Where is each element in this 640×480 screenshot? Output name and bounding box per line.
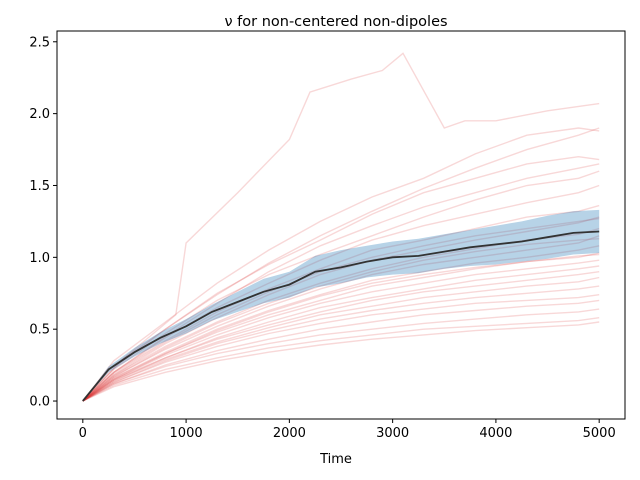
run-line-3 bbox=[82, 155, 600, 402]
x-tick-label: 0 bbox=[79, 426, 87, 441]
confidence-band-group bbox=[82, 209, 600, 401]
mean-line bbox=[82, 230, 600, 402]
run-line-10 bbox=[82, 245, 600, 402]
run-line-21 bbox=[82, 321, 600, 402]
run-line-9 bbox=[82, 235, 600, 402]
run-line-12 bbox=[82, 259, 600, 402]
plot-frame bbox=[56, 30, 626, 420]
individual-runs bbox=[82, 52, 600, 402]
run-line-22 bbox=[82, 163, 600, 402]
y-tick-label: 0.5 bbox=[29, 323, 50, 338]
run-line-1 bbox=[82, 52, 600, 402]
x-tick-label: 2000 bbox=[273, 426, 306, 441]
y-tick-label: 2.5 bbox=[29, 35, 50, 50]
y-tick-label: 1.5 bbox=[29, 179, 50, 194]
x-tick-label: 3000 bbox=[376, 426, 409, 441]
run-line-16 bbox=[82, 285, 600, 402]
x-tick-label: 4000 bbox=[479, 426, 512, 441]
run-line-17 bbox=[82, 294, 600, 402]
y-tick-label: 1.0 bbox=[29, 251, 50, 266]
x-axis: 0 1000 2000 3000 4000 5000 bbox=[79, 419, 616, 441]
run-line-5 bbox=[82, 184, 600, 402]
run-line-18 bbox=[82, 299, 600, 402]
run-line-25 bbox=[82, 253, 600, 402]
run-line-20 bbox=[82, 317, 600, 402]
confidence-band bbox=[82, 209, 600, 401]
run-line-15 bbox=[82, 276, 600, 402]
run-line-26 bbox=[82, 127, 600, 402]
x-tick-label: 5000 bbox=[583, 426, 616, 441]
run-line-13 bbox=[82, 265, 600, 402]
chart-title: ν for non-centered non-dipoles bbox=[224, 14, 447, 30]
run-line-19 bbox=[82, 308, 600, 402]
run-line-23 bbox=[82, 217, 600, 402]
run-line-14 bbox=[82, 271, 600, 402]
y-tick-label: 0.0 bbox=[29, 395, 50, 410]
mean-line-group bbox=[82, 230, 600, 402]
run-line-11 bbox=[82, 252, 600, 402]
y-tick-label: 2.0 bbox=[29, 107, 50, 122]
run-line-24 bbox=[82, 238, 600, 402]
x-tick-label: 1000 bbox=[170, 426, 203, 441]
run-line-7 bbox=[82, 216, 600, 402]
y-axis: 0.0 0.5 1.0 1.5 2.0 2.5 bbox=[29, 35, 57, 410]
run-line-6 bbox=[82, 204, 600, 402]
x-axis-label: Time bbox=[319, 452, 352, 467]
run-line-2 bbox=[82, 127, 600, 402]
